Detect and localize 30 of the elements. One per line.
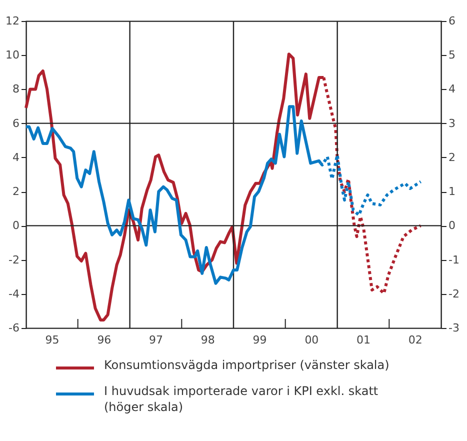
y2-tick-label: 0 [448,219,456,232]
y-tick-label: 4 [12,150,20,164]
y2-tick-label: -1 [448,253,460,266]
x-tick-label: 97 [149,334,164,346]
y-tick-label: -6 [8,322,20,334]
y2-tick-label: 1 [448,185,456,198]
y-tick-label: 0 [12,219,20,232]
y2-tick-label: 5 [448,48,456,62]
x-tick-label: 99 [252,334,267,346]
legend-label: Konsumtionsvägda importpriser (vänster skala) [104,358,390,372]
y2-tick-label: 2 [448,150,456,164]
y-tick-label: 6 [12,116,20,130]
y-tick-label: -4 [8,287,20,300]
y2-tick-label: 3 [448,116,456,130]
x-tick-label: 02 [408,334,422,346]
y-tick-label: 2 [12,185,20,198]
x-tick-label: 01 [356,334,371,346]
y2-tick-label: 6 [448,14,456,28]
x-tick-label: 98 [200,334,215,346]
x-tick-label: 00 [304,334,319,346]
y-tick-label: -2 [8,253,20,266]
x-tick-label: 95 [45,334,60,346]
legend-label: I huvudsak importerade varor i KPI exkl. skatt (höger skala) [104,384,378,414]
x-tick-label: 96 [97,334,112,346]
y2-tick-label: -3 [448,322,460,334]
y2-tick-label: 4 [448,82,456,96]
y-tick-label: 12 [6,14,20,28]
y-tick-label: 10 [6,48,20,62]
y-tick-label: 8 [12,82,20,96]
y2-tick-label: -2 [448,287,460,300]
